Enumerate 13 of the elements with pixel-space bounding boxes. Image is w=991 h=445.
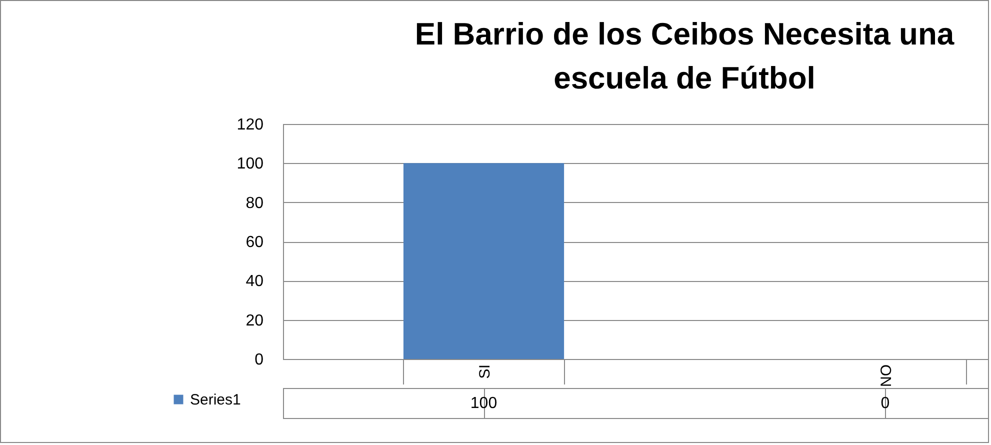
y-tick-label: 80	[246, 194, 264, 212]
data-label: 0	[880, 395, 890, 412]
data-label: 100	[470, 395, 498, 412]
y-tick-label: 40	[246, 273, 264, 290]
chart-title: El Barrio de los Ceibos Necesita una escuela de Fútbol	[414, 16, 955, 96]
y-tick-label: 120	[236, 116, 264, 134]
y-tick-label: 60	[246, 234, 264, 251]
x-tick-label: SI	[476, 364, 494, 379]
legend-label: Series1	[190, 392, 241, 408]
y-tick-label: 100	[236, 156, 264, 173]
x-tick-label: NO	[878, 364, 895, 387]
y-tick-label: 0	[254, 352, 264, 368]
y-tick-label: 20	[246, 312, 264, 330]
